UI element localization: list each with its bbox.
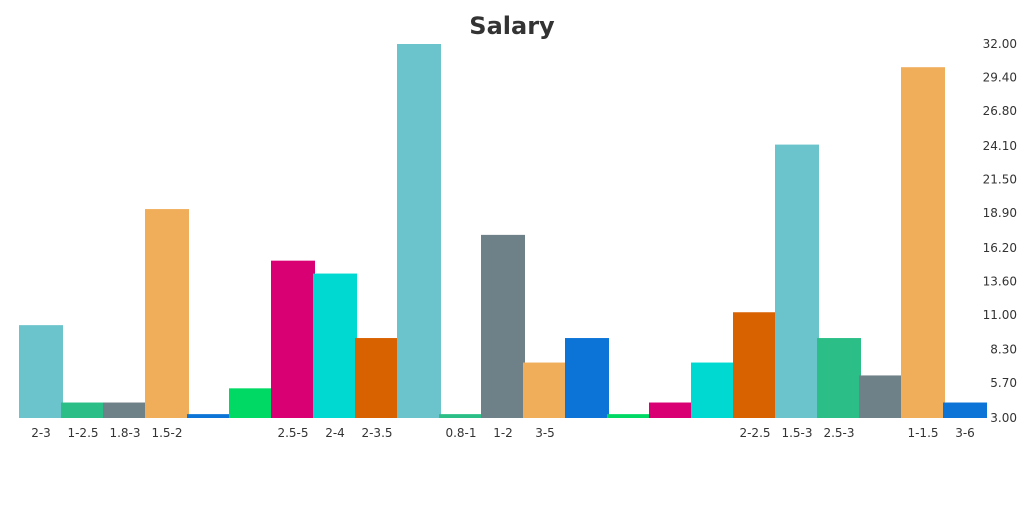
bar [859,375,903,418]
x-tick-label: 3-6 [955,426,975,440]
bar [481,234,525,418]
x-tick-label: 2-3 [31,426,51,440]
x-tick-label: 2-2.5 [739,426,770,440]
bar [817,338,861,418]
x-tick-label: 1.5-3 [781,426,812,440]
bar [901,67,945,418]
bar [271,260,315,418]
y-tick-label: 13.60 [983,274,1017,288]
bar [523,362,567,418]
y-tick-labels: 32.00 29.40 26.80 24.10 21.50 18.90 16.20 13.60… [983,37,1017,425]
x-tick-label: 2.5-3 [823,426,854,440]
y-tick-label: 16.20 [983,241,1017,255]
x-tick-label: 2.5-5 [277,426,308,440]
bar [439,414,483,418]
bar [19,325,63,418]
x-tick-labels: 2-3 1-2.5 1.8-3 1.5-2 2.5-5 2-4 2-3.5 0.8-1 1-2 3… [31,426,975,440]
x-tick-label: 1-1.5 [907,426,938,440]
bar [61,402,105,418]
bar [355,338,399,418]
y-tick-label: 18.90 [983,206,1017,220]
y-tick-label: 26.80 [983,104,1017,118]
bars-layer [19,44,987,418]
x-tick-label: 3-5 [535,426,555,440]
x-tick-label: 2-3.5 [361,426,392,440]
y-tick-label: 32.00 [983,37,1017,51]
bar [145,209,189,418]
bar [733,312,777,418]
x-tick-label: 0.8-1 [445,426,476,440]
x-tick-label: 1.5-2 [151,426,182,440]
bar [649,402,693,418]
y-tick-label: 8.30 [990,343,1017,357]
y-tick-label: 5.70 [990,376,1017,390]
bar [397,44,441,418]
y-tick-label: 29.40 [983,71,1017,85]
bar [187,414,231,418]
bar [691,362,735,418]
x-tick-label: 2-4 [325,426,345,440]
y-tick-label: 24.10 [983,139,1017,153]
bar [313,273,357,418]
x-tick-label: 1-2.5 [67,426,98,440]
bar [565,338,609,418]
y-tick-label: 3.00 [990,411,1017,425]
y-tick-label: 21.50 [983,172,1017,186]
y-tick-label: 11.00 [983,308,1017,322]
bar [775,144,819,418]
bar [229,388,273,418]
x-tick-label: 1.8-3 [109,426,140,440]
bar [103,402,147,418]
bar [607,414,651,418]
x-tick-label: 1-2 [493,426,513,440]
chart-title: Salary [469,12,555,40]
bar [943,402,987,418]
